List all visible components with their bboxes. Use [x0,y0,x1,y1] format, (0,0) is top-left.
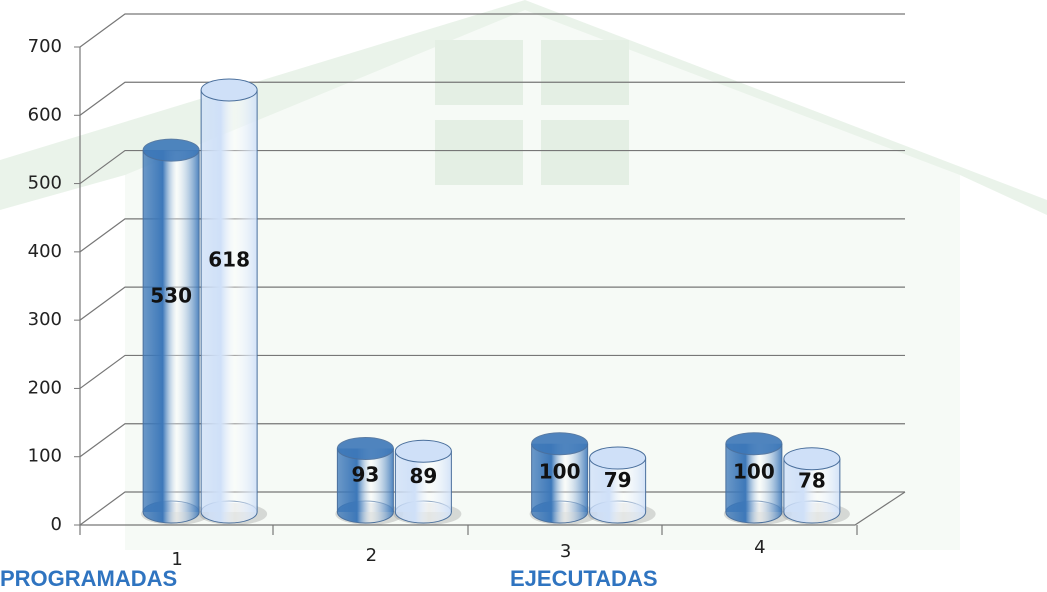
bar [141,139,209,525]
y-tick-label: 700 [28,36,62,57]
bar-top [532,433,588,455]
bar-body [201,90,257,512]
bar-top [143,139,199,161]
bar-top [784,448,840,470]
y-tick-label: 100 [28,446,62,467]
x-tick-label: 4 [754,537,765,558]
value-label: 618 [208,247,250,271]
bar-top [337,437,393,459]
legend-label: PROGRAMADAS [0,566,177,591]
bar [199,79,267,525]
bar-top [726,433,782,455]
legend-label: EJECUTADAS [510,566,658,591]
value-label: 93 [351,462,379,486]
bar-top [395,440,451,462]
value-label: 530 [150,283,192,307]
value-label: 78 [798,469,826,493]
y-tick-label: 400 [28,241,62,262]
bar-top [590,447,646,469]
value-label: 89 [409,464,437,488]
y-tick-label: 500 [28,173,62,194]
value-label: 100 [539,460,581,484]
value-label: 79 [604,468,632,492]
y-tick-label: 300 [28,309,62,330]
y-tick-label: 0 [51,514,62,535]
value-label: 100 [733,460,775,484]
x-tick-label: 2 [366,545,377,566]
x-tick-label: 3 [560,541,571,562]
y-tick-label: 600 [28,104,62,125]
bar-body [143,150,199,512]
y-tick-label: 200 [28,377,62,398]
chart: 0100200300400500600700153061829389310079… [0,0,1047,592]
bar-top [201,79,257,101]
